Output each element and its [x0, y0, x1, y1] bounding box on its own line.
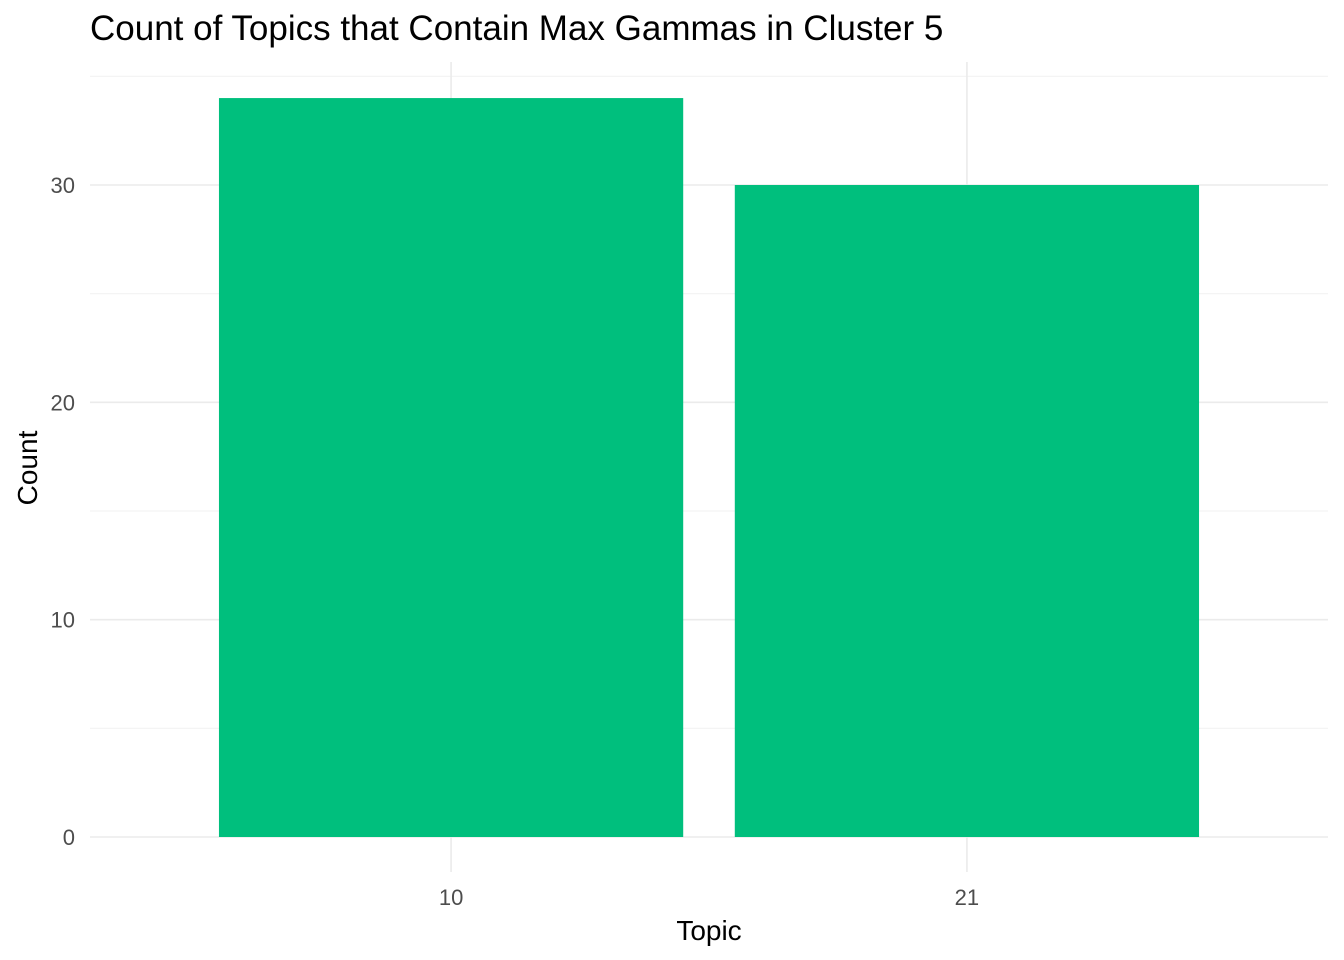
- y-tick-label: 10: [51, 608, 75, 633]
- y-tick-label: 20: [51, 390, 75, 415]
- x-tick-label: 10: [439, 885, 463, 910]
- y-tick-label: 0: [63, 825, 75, 850]
- y-tick-label: 30: [51, 173, 75, 198]
- x-tick-label: 21: [955, 885, 979, 910]
- x-axis-ticks: 10 21: [439, 885, 979, 910]
- bars-layer: [218, 98, 1200, 838]
- y-axis-ticks: 0 10 20 30: [51, 173, 75, 850]
- y-axis-title: Count: [12, 430, 43, 505]
- bar-topic-10: [218, 98, 684, 838]
- x-axis-title: Topic: [676, 915, 741, 946]
- chart-title: Count of Topics that Contain Max Gammas …: [90, 9, 943, 48]
- bar-topic-21: [734, 185, 1200, 837]
